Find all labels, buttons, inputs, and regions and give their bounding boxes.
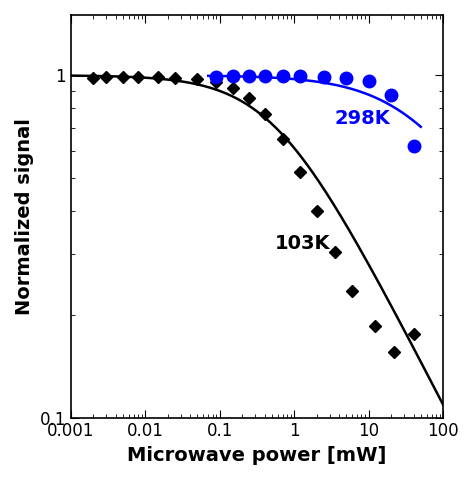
X-axis label: Microwave power [mW]: Microwave power [mW] xyxy=(128,446,387,465)
Y-axis label: Normalized signal: Normalized signal xyxy=(15,118,34,315)
Text: 298K: 298K xyxy=(335,109,391,128)
Text: 103K: 103K xyxy=(275,234,330,253)
